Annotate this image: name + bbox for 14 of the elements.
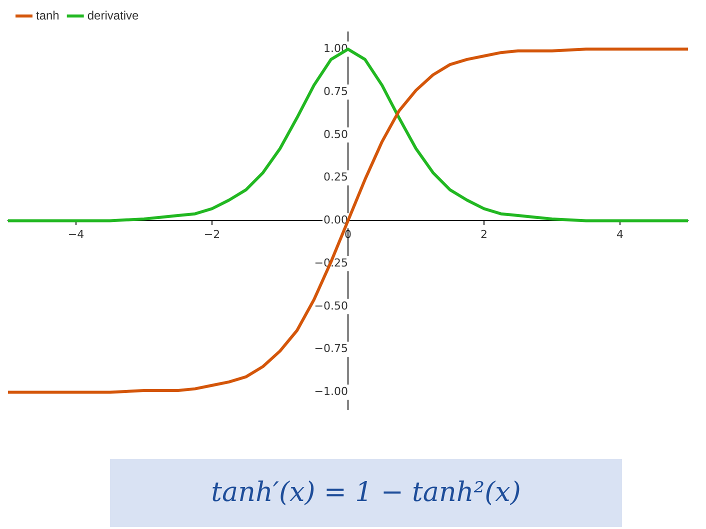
y-tick-label: 0.00 (324, 214, 348, 227)
y-tick-label: 0.25 (324, 170, 348, 184)
x-tick-label: −4 (68, 228, 84, 242)
x-tick-label: 4 (616, 228, 624, 242)
y-tick-label: −0.50 (314, 299, 348, 312)
x-tick-label: −2 (204, 228, 220, 242)
legend-label: derivative (87, 8, 140, 22)
y-tick-label: 0.50 (324, 128, 348, 141)
x-tick-label: 2 (480, 228, 488, 242)
y-tick-label: 0.75 (324, 84, 348, 98)
y-tick-label: −1.00 (314, 385, 348, 398)
legend-label: tanh (36, 8, 60, 22)
y-tick-label: −0.75 (314, 342, 348, 356)
text: tanh′(x) = 1 − tanh²(x) (110, 459, 622, 527)
